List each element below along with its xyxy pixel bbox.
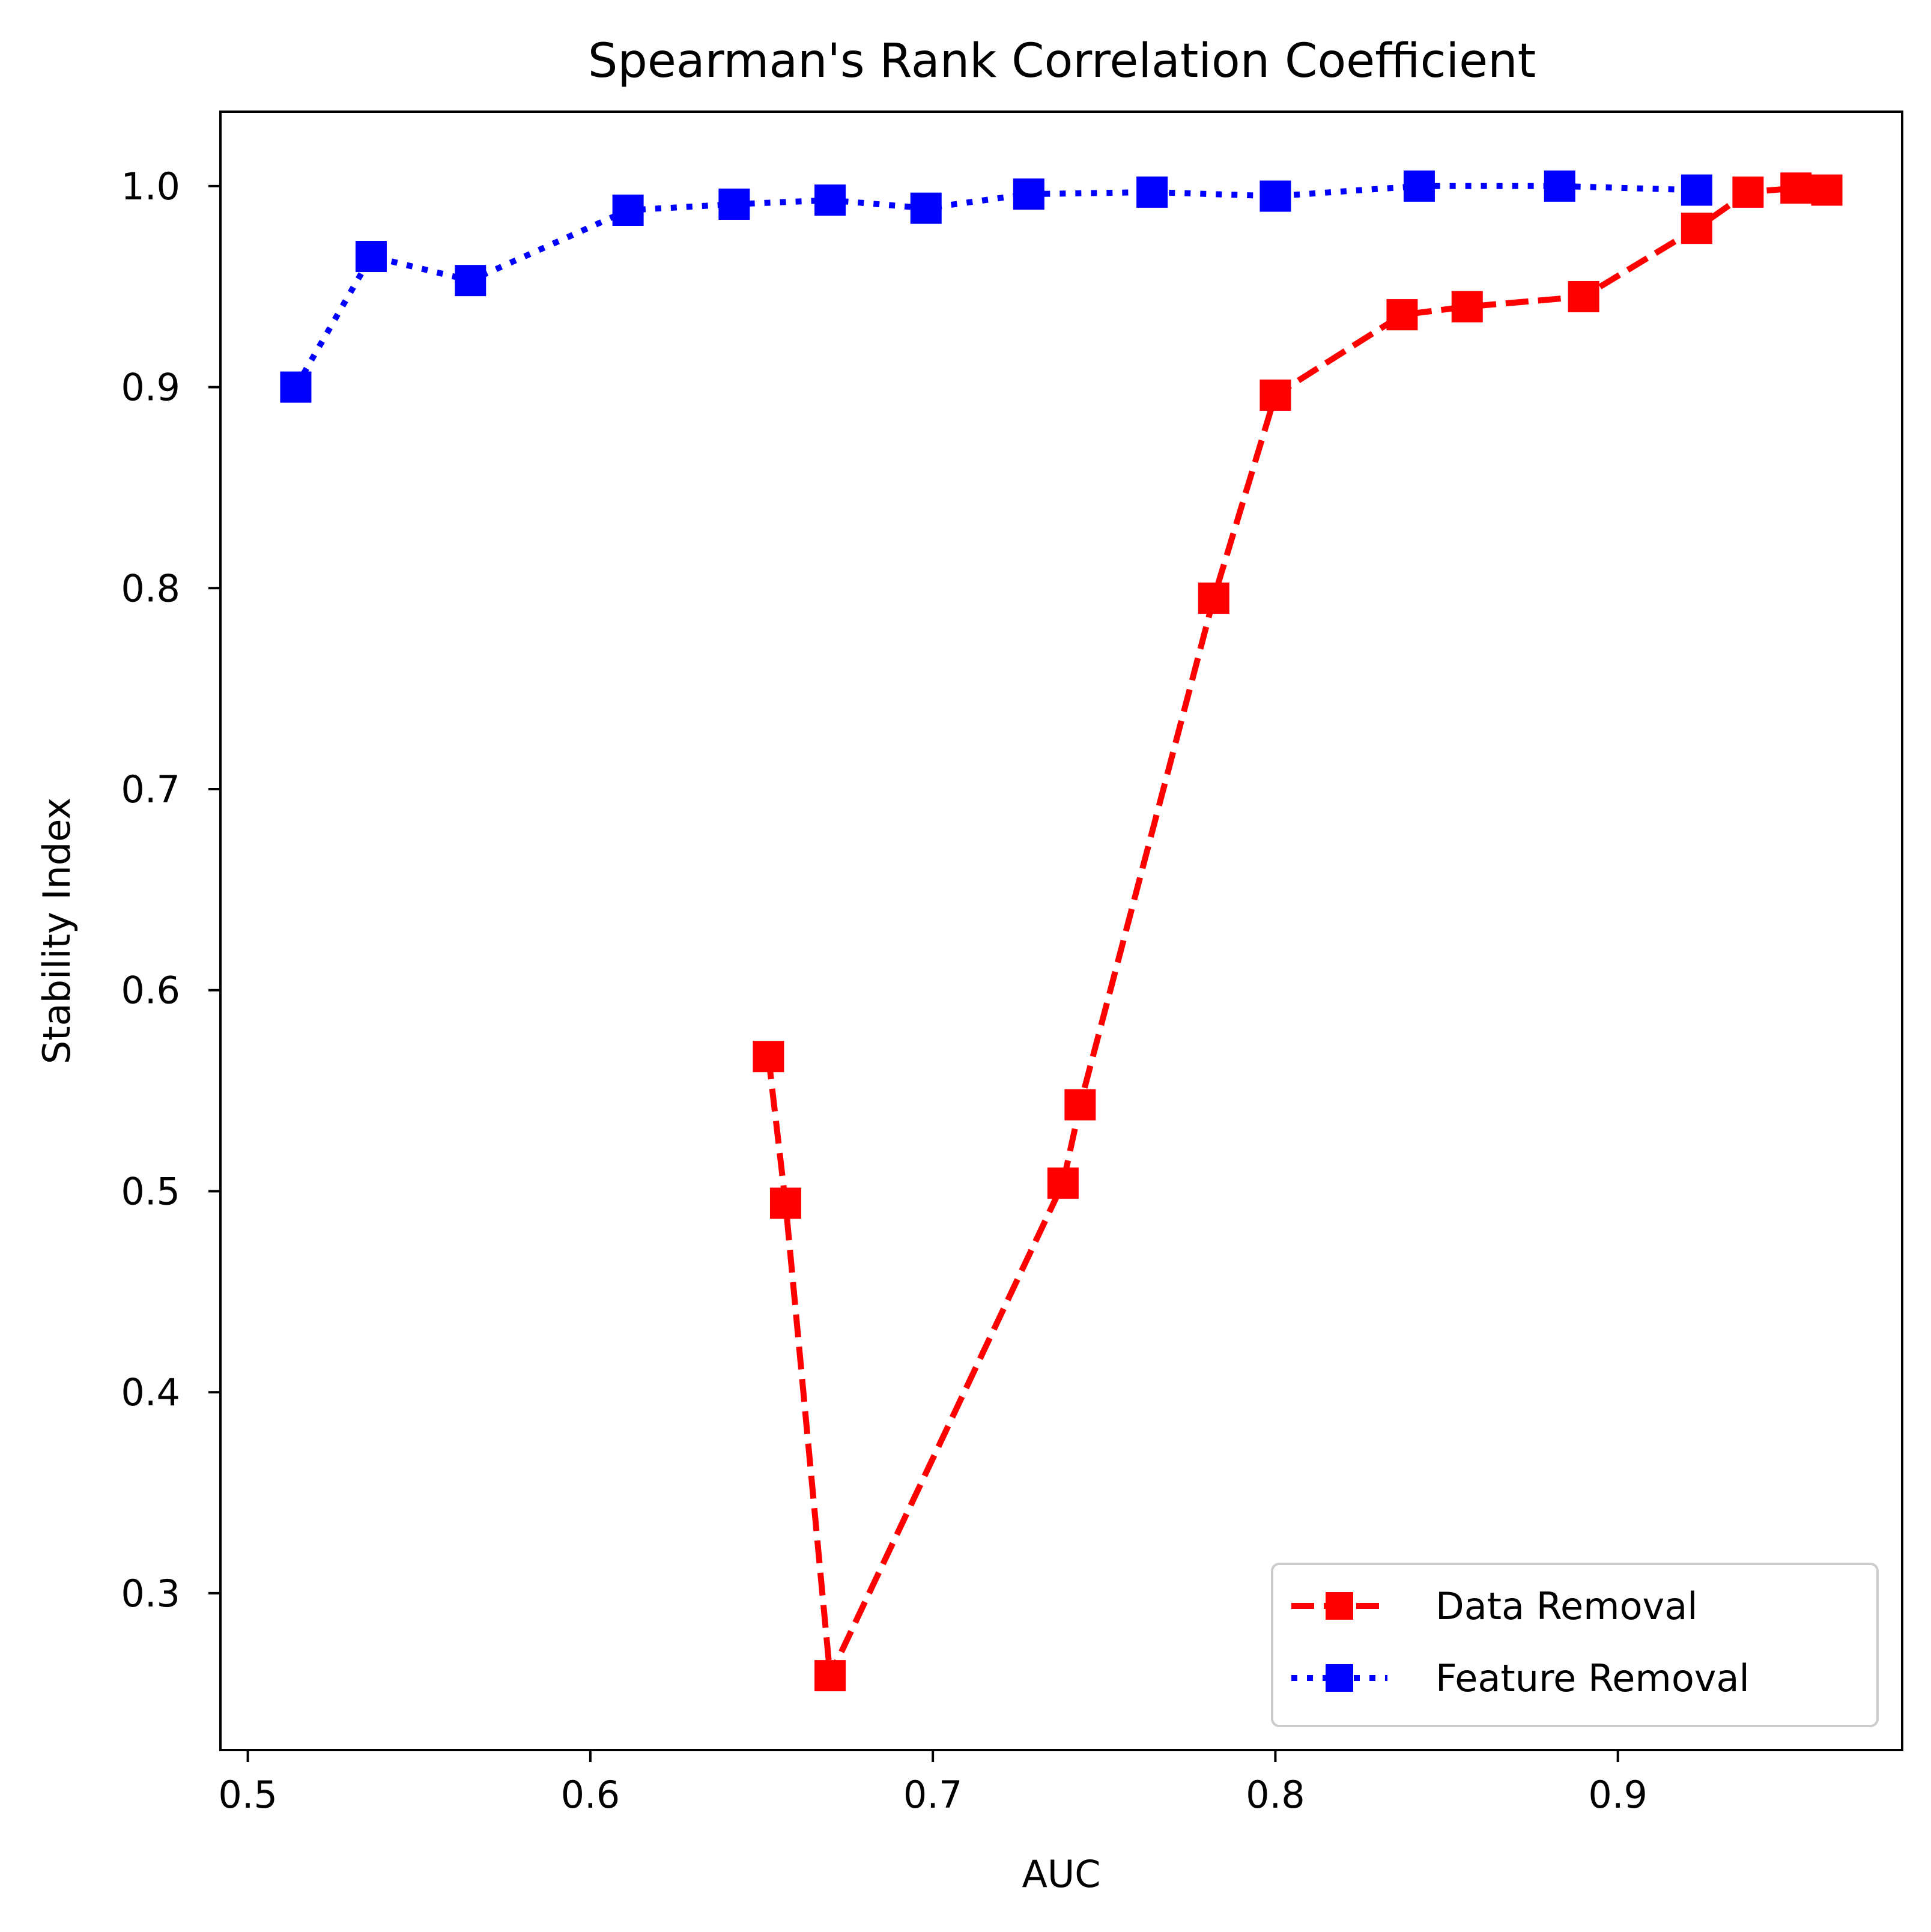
y-tick-label: 1.0 xyxy=(121,165,180,208)
data-point-feature-removal xyxy=(910,192,942,224)
data-point-data-removal xyxy=(1568,280,1599,312)
x-tick-label: 0.8 xyxy=(1246,1773,1305,1817)
legend-frame xyxy=(1271,1563,1879,1727)
data-point-feature-removal xyxy=(1403,170,1435,202)
data-point-feature-removal xyxy=(612,195,644,226)
y-axis-label: Stability Index xyxy=(35,798,79,1064)
data-point-data-removal xyxy=(1681,213,1712,244)
plot-area-frame xyxy=(219,111,1903,1751)
data-point-data-removal xyxy=(1451,291,1483,323)
y-tick-label: 0.9 xyxy=(121,366,180,410)
data-point-feature-removal xyxy=(355,241,387,273)
legend-marker-feature-removal xyxy=(1326,1664,1353,1692)
x-tick-label: 0.9 xyxy=(1588,1773,1648,1817)
data-point-data-removal xyxy=(1260,379,1291,411)
legend-label-feature-removal: Feature Removal xyxy=(1435,1656,1750,1700)
y-tick-label: 0.3 xyxy=(121,1572,180,1616)
x-axis-label: AUC xyxy=(1022,1852,1100,1896)
data-point-feature-removal xyxy=(280,371,312,403)
y-tick-label: 0.4 xyxy=(121,1370,180,1414)
data-point-feature-removal xyxy=(1013,178,1044,210)
x-tick-label: 0.5 xyxy=(218,1773,277,1817)
data-point-data-removal xyxy=(1047,1167,1079,1199)
data-point-feature-removal xyxy=(1681,174,1712,206)
legend-marker-data-removal xyxy=(1326,1592,1353,1620)
data-point-feature-removal xyxy=(814,184,846,216)
data-point-data-removal xyxy=(1386,299,1418,331)
x-tick-label: 0.7 xyxy=(903,1773,963,1817)
data-point-data-removal xyxy=(814,1660,846,1692)
legend: Data Removal Feature Removal xyxy=(1271,1563,1879,1727)
data-point-data-removal xyxy=(753,1041,784,1073)
y-tick-label: 0.5 xyxy=(121,1169,180,1213)
data-point-feature-removal xyxy=(1544,170,1575,202)
data-point-feature-removal xyxy=(1136,176,1168,208)
series-layer xyxy=(280,170,1843,1692)
data-point-feature-removal xyxy=(718,188,750,220)
y-tick-label: 0.8 xyxy=(121,566,180,610)
data-point-feature-removal xyxy=(455,265,487,297)
data-point-data-removal xyxy=(1198,583,1229,614)
data-point-data-removal xyxy=(1780,172,1812,204)
data-point-feature-removal xyxy=(1260,180,1291,212)
y-tick-label: 0.6 xyxy=(121,969,180,1013)
data-point-data-removal xyxy=(1064,1089,1096,1121)
data-point-data-removal xyxy=(1732,176,1764,208)
x-axis: 0.5 0.6 0.7 0.8 0.9 xyxy=(218,1750,1648,1817)
y-tick-label: 0.7 xyxy=(121,768,180,811)
legend-label-data-removal: Data Removal xyxy=(1435,1584,1697,1628)
data-point-data-removal xyxy=(769,1187,801,1219)
data-point-data-removal xyxy=(1811,174,1843,206)
x-tick-label: 0.6 xyxy=(561,1773,620,1817)
chart-title: Spearman's Rank Correlation Coefficient xyxy=(588,34,1536,88)
y-axis: 0.3 0.4 0.5 0.6 0.7 0.8 0.9 1.0 xyxy=(121,165,220,1616)
